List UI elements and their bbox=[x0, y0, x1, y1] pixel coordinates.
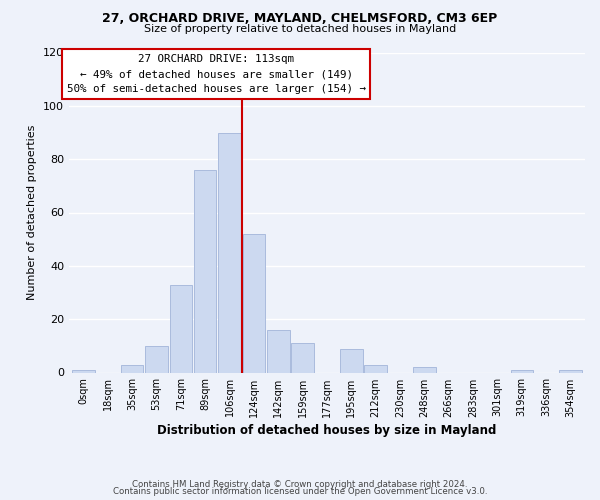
Bar bbox=[364, 364, 387, 372]
Text: 27 ORCHARD DRIVE: 113sqm
← 49% of detached houses are smaller (149)
50% of semi-: 27 ORCHARD DRIVE: 113sqm ← 49% of detach… bbox=[67, 54, 365, 94]
Text: 27, ORCHARD DRIVE, MAYLAND, CHELMSFORD, CM3 6EP: 27, ORCHARD DRIVE, MAYLAND, CHELMSFORD, … bbox=[103, 12, 497, 24]
Bar bbox=[243, 234, 265, 372]
Bar bbox=[340, 348, 362, 372]
Bar bbox=[170, 284, 192, 372]
Bar bbox=[218, 132, 241, 372]
Bar bbox=[194, 170, 217, 372]
Y-axis label: Number of detached properties: Number of detached properties bbox=[28, 125, 37, 300]
Bar bbox=[559, 370, 581, 372]
Bar bbox=[292, 343, 314, 372]
Bar bbox=[73, 370, 95, 372]
Bar bbox=[267, 330, 290, 372]
X-axis label: Distribution of detached houses by size in Mayland: Distribution of detached houses by size … bbox=[157, 424, 497, 436]
Text: Contains HM Land Registry data © Crown copyright and database right 2024.: Contains HM Land Registry data © Crown c… bbox=[132, 480, 468, 489]
Text: Contains public sector information licensed under the Open Government Licence v3: Contains public sector information licen… bbox=[113, 488, 487, 496]
Bar bbox=[145, 346, 168, 372]
Bar bbox=[413, 367, 436, 372]
Bar bbox=[511, 370, 533, 372]
Text: Size of property relative to detached houses in Mayland: Size of property relative to detached ho… bbox=[144, 24, 456, 34]
Bar bbox=[121, 364, 143, 372]
